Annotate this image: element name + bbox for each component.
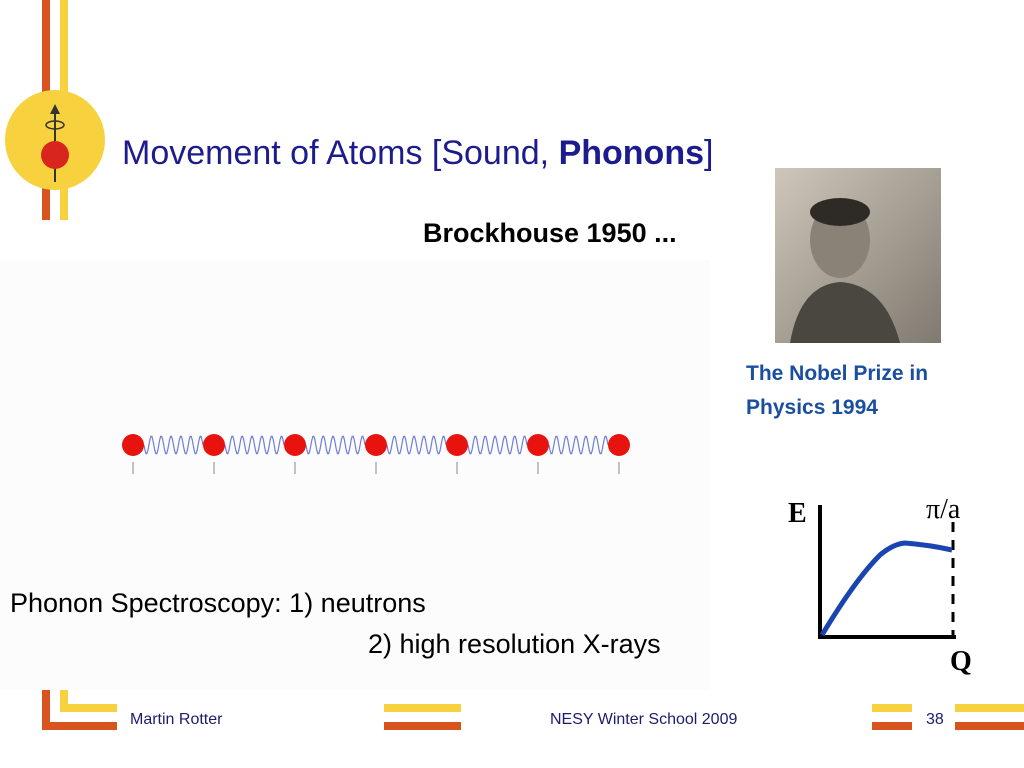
spectroscopy-line: Phonon Spectroscopy: 1) neutrons: [10, 588, 426, 618]
title-emphasis: Phonons: [559, 134, 704, 172]
atom: [122, 434, 144, 456]
atom: [365, 434, 387, 456]
spring: [305, 435, 366, 455]
logo-ball: [41, 141, 69, 169]
axis-label: E: [788, 498, 807, 529]
title: Movement of Atoms [Sound, Phonons]: [122, 134, 713, 172]
panel: [0, 260, 710, 690]
atom: [446, 434, 468, 456]
logo-orbit: [45, 120, 65, 130]
photo: [775, 168, 941, 343]
spring: [467, 435, 528, 455]
footer-page: 38: [926, 711, 944, 728]
spring: [224, 435, 285, 455]
spring: [548, 435, 609, 455]
subtitle: Brockhouse 1950 ...: [423, 218, 677, 248]
caption-line: The Nobel Prize in: [746, 362, 928, 385]
caption-line: Physics 1994: [746, 396, 878, 419]
atom-chain: [122, 434, 630, 474]
dispersion-diagram: E Q π/a: [788, 494, 972, 677]
boundary-label: π/a: [926, 494, 961, 525]
logo-arrow: [50, 104, 60, 114]
axis-label: Q: [950, 646, 972, 677]
spring: [386, 435, 447, 455]
spectroscopy-line: 2) high resolution X-rays: [368, 629, 661, 659]
spring: [143, 435, 204, 455]
dispersion-curve: [819, 540, 953, 637]
atom: [527, 434, 549, 456]
atom: [284, 434, 306, 456]
title-text: Movement of Atoms [Sound,: [122, 134, 559, 172]
atom: [608, 434, 630, 456]
footer-event: NESY Winter School 2009: [550, 711, 737, 728]
footer: Martin Rotter NESY Winter School 2009 38: [42, 690, 1024, 730]
footer-author: Martin Rotter: [130, 711, 223, 728]
title-suffix: ]: [704, 134, 713, 172]
atom: [203, 434, 225, 456]
